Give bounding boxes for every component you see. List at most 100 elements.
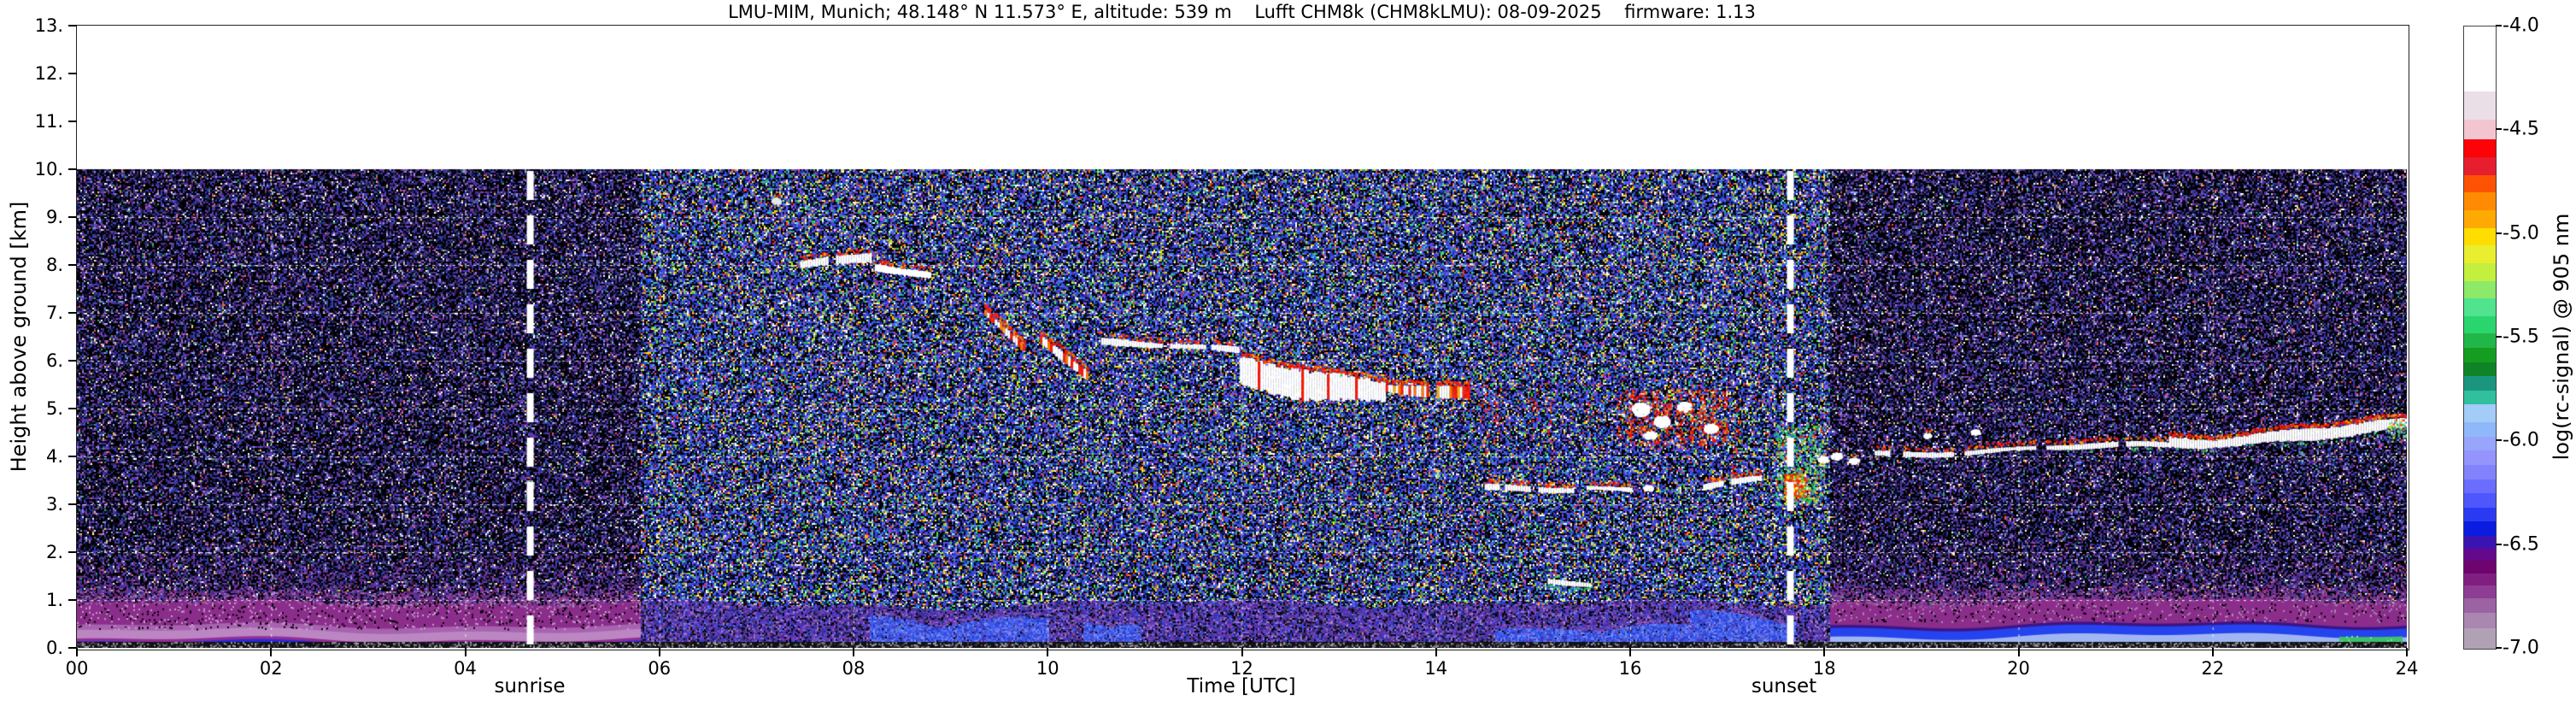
y-tick-mark — [68, 599, 77, 601]
x-tick-mark — [2406, 648, 2408, 656]
x-tick-label: 00 — [65, 658, 89, 679]
lidar-heatmap-canvas — [77, 26, 2407, 648]
x-tick-mark — [270, 648, 273, 656]
y-tick-mark — [68, 551, 77, 553]
y-tick-label: 3. — [45, 494, 63, 515]
y-tick-mark — [68, 216, 77, 218]
colorbar-tick-label: -6.5 — [2503, 533, 2539, 556]
colorbar-segment — [2464, 26, 2496, 91]
colorbar-segment — [2464, 390, 2496, 405]
y-tick-mark — [68, 168, 77, 170]
y-tick-label: 5. — [45, 398, 63, 419]
y-tick-label: 9. — [45, 207, 63, 227]
y-tick-mark — [68, 312, 77, 314]
colorbar-tick-label: -4.5 — [2503, 118, 2539, 140]
y-tick-label: 0. — [45, 638, 63, 658]
y-tick-label: 1. — [45, 590, 63, 610]
colorbar-segment — [2464, 507, 2496, 522]
colorbar-tick-mark — [2496, 439, 2502, 442]
x-tick-mark — [464, 648, 466, 656]
colorbar-segment — [2464, 536, 2496, 549]
colorbar-segment — [2464, 209, 2496, 228]
y-axis-label: Height above ground [km] — [7, 201, 31, 473]
sunrise-label: sunrise — [494, 675, 566, 697]
colorbar-segment — [2464, 119, 2496, 140]
colorbar-segment — [2464, 227, 2496, 246]
y-tick-label: 11. — [34, 111, 63, 132]
colorbar-tick-label: -5.5 — [2503, 326, 2539, 348]
y-tick-mark — [68, 73, 77, 74]
x-tick-label: 10 — [1036, 658, 1059, 679]
plot-area — [76, 25, 2409, 650]
colorbar-tick-label: -7.0 — [2503, 637, 2539, 659]
colorbar-segment — [2464, 548, 2496, 562]
y-tick-mark — [68, 121, 77, 122]
colorbar-segment — [2464, 628, 2496, 649]
colorbar-segment — [2464, 174, 2496, 193]
colorbar-segment — [2464, 192, 2496, 210]
x-tick-label: 14 — [1424, 658, 1448, 679]
y-tick-label: 8. — [45, 255, 63, 275]
x-tick-label: 24 — [2395, 658, 2419, 679]
colorbar-segment — [2464, 157, 2496, 175]
colorbar-segment — [2464, 585, 2496, 598]
colorbar-segment — [2464, 521, 2496, 536]
x-tick-mark — [1823, 648, 1826, 656]
colorbar-tick-mark — [2496, 232, 2502, 234]
x-tick-label: 20 — [2007, 658, 2030, 679]
sunset-label: sunset — [1751, 675, 1817, 697]
y-tick-mark — [68, 25, 77, 26]
y-tick-mark — [68, 647, 77, 649]
y-tick-mark — [68, 264, 77, 266]
y-tick-label: 13. — [34, 15, 63, 36]
x-tick-label: 04 — [454, 658, 477, 679]
y-tick-mark — [68, 408, 77, 409]
y-tick-label: 7. — [45, 303, 63, 323]
colorbar-segment — [2464, 280, 2496, 299]
colorbar-segment — [2464, 315, 2496, 334]
colorbar-segment — [2464, 436, 2496, 451]
x-tick-mark — [853, 648, 854, 656]
x-tick-label: 02 — [259, 658, 283, 679]
y-tick-label: 10. — [34, 159, 63, 179]
colorbar-segment — [2464, 298, 2496, 316]
colorbar-segment — [2464, 479, 2496, 494]
colorbar — [2463, 26, 2497, 650]
y-tick-mark — [68, 503, 77, 505]
colorbar-tick-label: -4.0 — [2503, 15, 2539, 37]
colorbar-segment — [2464, 404, 2496, 423]
y-tick-label: 12. — [34, 63, 63, 84]
x-tick-mark — [658, 648, 660, 656]
y-tick-mark — [68, 456, 77, 457]
colorbar-label: log(rc-signal) @ 905 nm — [2550, 213, 2573, 461]
x-tick-label: 06 — [648, 658, 672, 679]
colorbar-tick-mark — [2496, 128, 2502, 131]
colorbar-segment — [2464, 597, 2496, 613]
colorbar-segment — [2464, 450, 2496, 465]
colorbar-segment — [2464, 376, 2496, 391]
x-tick-label: 22 — [2201, 658, 2225, 679]
x-tick-label: 16 — [1618, 658, 1642, 679]
y-tick-mark — [68, 360, 77, 362]
x-tick-mark — [1629, 648, 1631, 656]
colorbar-segment — [2464, 422, 2496, 437]
x-tick-mark — [76, 648, 78, 656]
x-tick-mark — [1047, 648, 1049, 656]
x-tick-mark — [2211, 648, 2214, 656]
x-tick-mark — [1435, 648, 1437, 656]
colorbar-segment — [2464, 348, 2496, 362]
colorbar-segment — [2464, 493, 2496, 508]
colorbar-segment — [2464, 262, 2496, 281]
colorbar-segment — [2464, 139, 2496, 158]
colorbar-tick-label: -6.0 — [2503, 429, 2539, 451]
y-tick-label: 6. — [45, 350, 63, 371]
colorbar-segment — [2464, 333, 2496, 349]
x-axis-label: Time [UTC] — [1187, 675, 1296, 697]
colorbar-tick-mark — [2496, 647, 2502, 649]
x-tick-label: 08 — [842, 658, 866, 679]
x-tick-label: 18 — [1812, 658, 1836, 679]
colorbar-tick-mark — [2496, 25, 2502, 26]
colorbar-segment — [2464, 464, 2496, 479]
x-tick-mark — [2017, 648, 2020, 656]
